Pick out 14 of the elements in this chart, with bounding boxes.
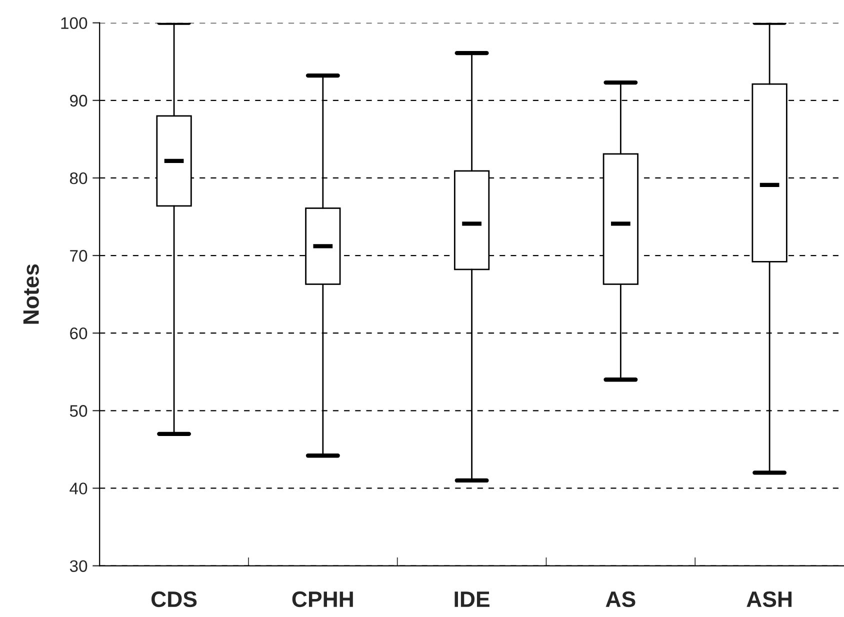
x-tick-label: CDS bbox=[151, 591, 197, 608]
y-tick-label: 100 bbox=[61, 17, 88, 30]
y-tick-label: 60 bbox=[70, 327, 88, 340]
x-tick-label: IDE bbox=[454, 592, 490, 607]
y-tick-label: 90 bbox=[70, 94, 88, 107]
x-tick-label: CPHH bbox=[292, 591, 353, 608]
x-tick-label: AS bbox=[606, 591, 636, 608]
y-tick-label: 80 bbox=[70, 172, 88, 184]
y-tick-label: 50 bbox=[70, 405, 88, 417]
y-tick-label: 40 bbox=[70, 482, 88, 494]
x-tick-label: ASH bbox=[746, 591, 792, 608]
y-axis-title: Notes bbox=[23, 264, 39, 324]
y-tick-label: 70 bbox=[70, 250, 88, 262]
y-tick-label: 30 bbox=[70, 560, 88, 572]
